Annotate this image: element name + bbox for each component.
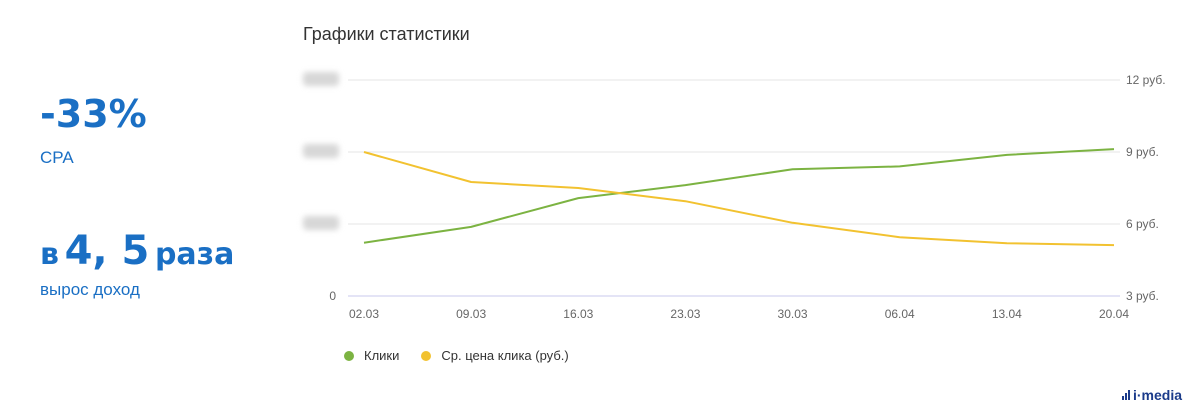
left-axis-tick-label: 0 — [329, 289, 336, 303]
series-line-avg-cpc — [363, 151, 1115, 247]
chart-grid — [348, 79, 1120, 297]
x-axis-tick-label: 30.03 — [778, 307, 808, 321]
left-axis-ticks: 0 — [303, 72, 339, 303]
logo-bars-icon — [1121, 390, 1131, 400]
kpi-income-value: в 4, 5 раза — [40, 226, 234, 284]
right-axis-tick-label: 9 руб. — [1126, 145, 1159, 159]
kpi-cpa-value: -33% — [40, 92, 147, 136]
legend-label-avg-cpc: Ср. цена клика (руб.) — [441, 348, 569, 363]
x-axis-tick-label: 06.04 — [885, 307, 915, 321]
chart-series — [363, 148, 1115, 247]
x-axis-tick-label: 02.03 — [349, 307, 379, 321]
imedia-logo: i·media — [1121, 387, 1182, 403]
x-axis-tick-label: 16.03 — [563, 307, 593, 321]
kpi-income-prefix: в — [40, 237, 59, 272]
legend-item-clicks[interactable]: Клики — [344, 348, 399, 363]
chart-legend: Клики Ср. цена клика (руб.) — [344, 348, 591, 363]
kpi-income-suffix: раза — [154, 237, 235, 272]
legend-item-avg-cpc[interactable]: Ср. цена клика (руб.) — [421, 348, 569, 363]
x-axis-ticks: 02.03 09.03 16.03 23.03 30.03 06.04 13.04 20.04 — [349, 307, 1129, 321]
left-axis-tick-label-obscured — [303, 144, 339, 158]
left-axis-tick-label-obscured — [303, 72, 339, 86]
legend-dot-clicks — [344, 350, 354, 361]
left-axis-tick-label-obscured — [303, 216, 339, 230]
right-axis-ticks: 3 руб. 6 руб. 9 руб. 12 руб. — [1126, 73, 1166, 303]
x-axis-tick-label: 20.04 — [1099, 307, 1129, 321]
series-line-clicks — [363, 148, 1115, 244]
x-axis-tick-label: 09.03 — [456, 307, 486, 321]
legend-dot-avg-cpc — [421, 350, 432, 361]
legend-label-clicks: Клики — [364, 348, 400, 363]
logo-text: i·media — [1132, 387, 1182, 403]
kpi-income-number: 4, 5 — [64, 228, 150, 274]
chart-title: Графики статистики — [303, 24, 470, 44]
right-axis-tick-label: 6 руб. — [1126, 217, 1159, 231]
x-axis-tick-label: 13.04 — [992, 307, 1022, 321]
x-axis-tick-label: 23.03 — [670, 307, 700, 321]
right-axis-tick-label: 3 руб. — [1126, 289, 1159, 303]
kpi-income-label: вырос доход — [40, 280, 140, 299]
kpi-cpa-label: CPA — [40, 148, 74, 167]
right-axis-tick-label: 12 руб. — [1126, 73, 1166, 87]
